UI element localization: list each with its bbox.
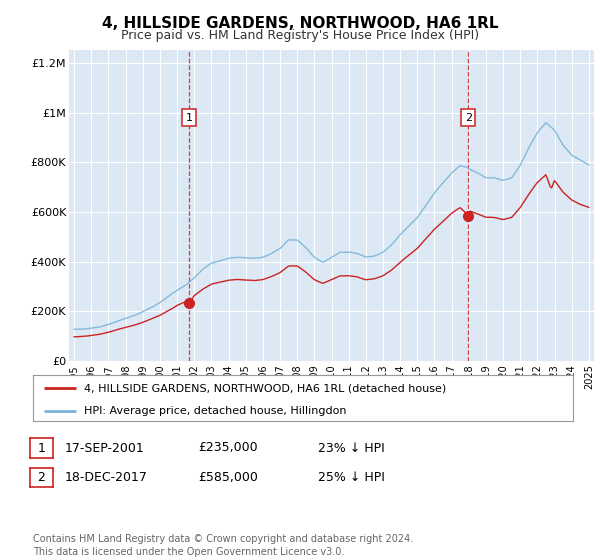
- Text: HPI: Average price, detached house, Hillingdon: HPI: Average price, detached house, Hill…: [84, 406, 347, 416]
- Text: 2: 2: [464, 113, 472, 123]
- Text: 23% ↓ HPI: 23% ↓ HPI: [318, 441, 385, 455]
- Text: Contains HM Land Registry data © Crown copyright and database right 2024.
This d: Contains HM Land Registry data © Crown c…: [33, 534, 413, 557]
- Text: Price paid vs. HM Land Registry's House Price Index (HPI): Price paid vs. HM Land Registry's House …: [121, 29, 479, 42]
- Text: 18-DEC-2017: 18-DEC-2017: [65, 470, 148, 484]
- Text: 4, HILLSIDE GARDENS, NORTHWOOD, HA6 1RL (detached house): 4, HILLSIDE GARDENS, NORTHWOOD, HA6 1RL …: [84, 383, 446, 393]
- Text: 2: 2: [37, 470, 46, 484]
- Text: 4, HILLSIDE GARDENS, NORTHWOOD, HA6 1RL: 4, HILLSIDE GARDENS, NORTHWOOD, HA6 1RL: [102, 16, 498, 31]
- Text: 1: 1: [37, 441, 46, 455]
- Text: 1: 1: [186, 113, 193, 123]
- Text: 17-SEP-2001: 17-SEP-2001: [65, 441, 145, 455]
- Text: £585,000: £585,000: [198, 470, 258, 484]
- Text: £235,000: £235,000: [198, 441, 257, 455]
- Text: 25% ↓ HPI: 25% ↓ HPI: [318, 470, 385, 484]
